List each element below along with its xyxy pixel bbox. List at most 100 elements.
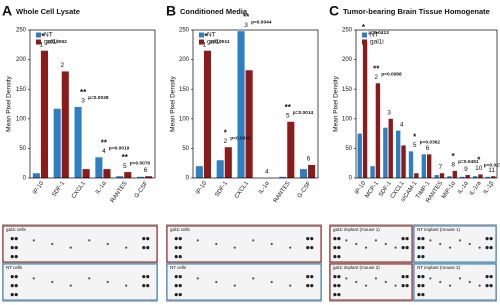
significance-stars: ** (285, 103, 292, 112)
blot-spot (384, 280, 387, 284)
bar-number: 1 (203, 41, 207, 48)
bar-number: 5 (413, 142, 417, 149)
blot-spot (252, 239, 255, 242)
y-tick-label: 100 (342, 116, 353, 122)
blot-spot (196, 277, 199, 280)
significance-stars: ** (373, 64, 380, 73)
bar (427, 154, 432, 178)
reference-spot (421, 284, 425, 288)
blot-spot (468, 242, 471, 246)
p-value: p=0.0014 (293, 110, 314, 116)
reference-spot (405, 237, 409, 241)
y-tick-label: 0 (186, 176, 190, 182)
blot-spot (233, 284, 236, 287)
blot-panel (166, 225, 322, 263)
x-tick-label: G-CSF (297, 180, 313, 199)
bar (237, 31, 245, 178)
y-axis-label: Mean Pixel Density (6, 75, 13, 131)
p-value: p=0.0044 (251, 19, 272, 25)
x-tick-label: IL-1α (95, 180, 108, 195)
bar (216, 160, 224, 178)
y-tick-label: 200 (179, 57, 190, 63)
reference-spot (405, 284, 409, 288)
reference-spot (333, 284, 337, 288)
bar (439, 173, 445, 178)
reference-spot (489, 284, 493, 288)
legend-label: NT (370, 32, 379, 39)
reference-spot (306, 246, 310, 250)
bar (245, 70, 253, 178)
bar-number: 4 (102, 148, 106, 155)
bar (145, 176, 153, 178)
bar (224, 147, 232, 178)
bar-number: 11 (488, 167, 495, 174)
panel-letter: B (166, 3, 176, 19)
blot-label: gal1i cells (170, 227, 191, 232)
bar (82, 169, 90, 178)
bar (460, 176, 465, 178)
reference-spot (10, 284, 14, 288)
bar (491, 176, 496, 178)
reference-spot (14, 246, 18, 250)
bar (388, 118, 393, 178)
blot-spot (32, 239, 35, 242)
x-tick-label: RANTES (110, 181, 129, 204)
reference-spot (485, 275, 489, 279)
p-value: p=0.0076 (130, 160, 151, 166)
bar-number: 1 (40, 41, 44, 48)
y-tick-label: 0 (23, 176, 27, 182)
y-tick-label: 50 (182, 146, 189, 152)
y-tick-label: 200 (342, 57, 353, 63)
bar (95, 157, 103, 178)
reference-spot (174, 255, 178, 259)
blot-spot (125, 246, 128, 249)
reference-spot (333, 237, 337, 241)
reference-spot (489, 237, 493, 241)
reference-spot (310, 284, 314, 288)
blot-spot (374, 277, 378, 280)
reference-spot (421, 275, 425, 279)
blot-spot (448, 246, 452, 249)
reference-spot (14, 237, 18, 241)
p-value: p=0.0088 (381, 72, 402, 78)
reference-spot (417, 275, 421, 279)
reference-spot (178, 237, 182, 241)
bar-number: 7 (439, 164, 443, 171)
x-tick-label: IP-10 (195, 180, 209, 196)
blot-spot (106, 280, 109, 284)
reference-spot (310, 275, 314, 279)
y-tick-label: 50 (345, 146, 352, 152)
x-tick-label: CXCL1 (71, 180, 87, 200)
reference-spot (401, 246, 405, 250)
bar-number: 2 (223, 138, 227, 145)
reference-spot (417, 293, 421, 297)
blot-spot (458, 239, 462, 242)
bar (478, 174, 483, 178)
reference-spot (174, 246, 178, 250)
blot-panel (166, 263, 322, 301)
chart-title: Tumor-bearing Brain Tissue Homogenate (343, 7, 490, 16)
bar-number: 5 (123, 163, 127, 170)
reference-spot (10, 293, 14, 297)
reference-spot (405, 246, 409, 250)
bar (434, 175, 439, 178)
panel-letter: A (2, 3, 12, 19)
y-axis-label: Mean Pixel Density (333, 75, 340, 131)
blot-panel (413, 225, 497, 263)
reference-spot (14, 275, 18, 279)
legend-label: gal1i (44, 39, 58, 46)
y-axis-label: Mean Pixel Density (170, 75, 177, 131)
bar (408, 151, 414, 178)
reference-spot (337, 255, 341, 259)
chart-title: Whole Cell Lysate (16, 7, 80, 16)
reference-spot (306, 284, 310, 288)
p-value: p=0.0038 (88, 95, 109, 101)
blot-spot (478, 284, 481, 287)
bar (370, 166, 375, 178)
blot-spot (429, 277, 432, 280)
bar (32, 173, 40, 178)
blot-spot (215, 280, 218, 284)
reference-spot (142, 275, 146, 279)
reference-spot (146, 284, 150, 288)
